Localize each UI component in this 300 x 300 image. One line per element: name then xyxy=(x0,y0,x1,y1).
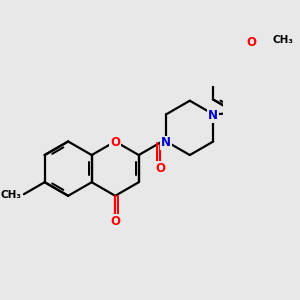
Text: N: N xyxy=(208,109,218,122)
Text: O: O xyxy=(110,215,120,228)
Text: O: O xyxy=(155,162,165,175)
Text: N: N xyxy=(161,136,171,149)
Text: O: O xyxy=(110,136,120,149)
Text: CH₃: CH₃ xyxy=(272,35,293,45)
Text: O: O xyxy=(246,36,256,49)
Text: CH₃: CH₃ xyxy=(0,190,21,200)
